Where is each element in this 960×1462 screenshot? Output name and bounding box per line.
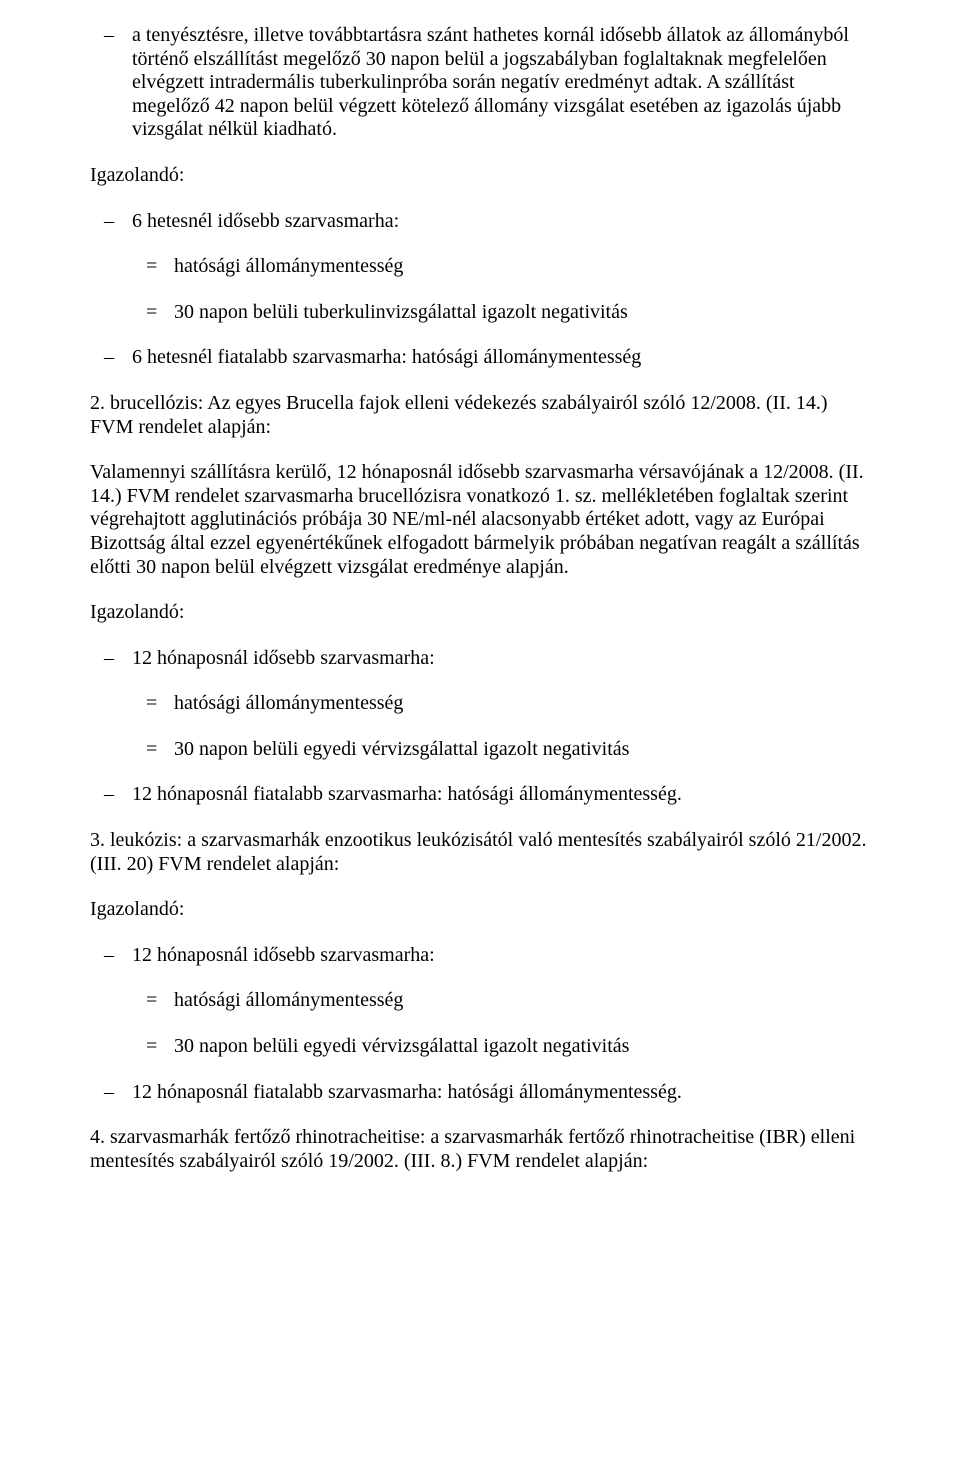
section2-eq1: hatósági állománymentesség (132, 692, 870, 716)
section3-item-12mo-younger: 12 hónaposnál fiatalabb szarvasmarha: ha… (90, 1081, 870, 1105)
section2-para1: Valamennyi szállításra kerülő, 12 hónapo… (90, 461, 870, 579)
section3-eq1: hatósági állománymentesség (132, 989, 870, 1013)
section2-12mo-older-text: 12 hónaposnál idősebb szarvasmarha: (132, 647, 435, 669)
section3-12mo-older-text: 12 hónaposnál idősebb szarvasmarha: (132, 944, 435, 966)
section2-item-12mo-younger: 12 hónaposnál fiatalabb szarvasmarha: ha… (90, 783, 870, 807)
section1-eq2: 30 napon belüli tuberkulinvizsgálattal i… (132, 301, 870, 325)
section3-12mo-younger-text: 12 hónaposnál fiatalabb szarvasmarha: ha… (132, 1081, 682, 1103)
section3-eq1-text: hatósági állománymentesség (174, 989, 403, 1011)
section2-item-12mo-older: 12 hónaposnál idősebb szarvasmarha: ható… (90, 647, 870, 762)
section2-igazolando: Igazolandó: (90, 601, 870, 625)
section3-list: 12 hónaposnál idősebb szarvasmarha: ható… (90, 944, 870, 1104)
section1-eq1: hatósági állománymentesség (132, 255, 870, 279)
section1-list: a tenyésztésre, illetve továbbtartásra s… (90, 24, 870, 142)
section1-eq1-text: hatósági állománymentesség (174, 255, 403, 277)
section2-title: 2. brucellózis: Az egyes Brucella fajok … (90, 392, 870, 439)
section1-6weeks-younger-text: 6 hetesnél fiatalabb szarvasmarha: hatós… (132, 346, 641, 368)
section1-eq2-text: 30 napon belüli tuberkulinvizsgálattal i… (174, 301, 628, 323)
section1-eq-list: hatósági állománymentesség 30 napon belü… (132, 255, 870, 324)
section1-igazolando: Igazolandó: (90, 164, 870, 188)
section3-eq2: 30 napon belüli egyedi vérvizsgálattal i… (132, 1035, 870, 1059)
section2-eq2-text: 30 napon belüli egyedi vérvizsgálattal i… (174, 738, 629, 760)
section2-eq2: 30 napon belüli egyedi vérvizsgálattal i… (132, 738, 870, 762)
section1-intro-text: a tenyésztésre, illetve továbbtartásra s… (132, 24, 849, 140)
section2-eq-list: hatósági állománymentesség 30 napon belü… (132, 692, 870, 761)
section1-item-intro: a tenyésztésre, illetve továbbtartásra s… (90, 24, 870, 142)
section1-item-6weeks-younger: 6 hetesnél fiatalabb szarvasmarha: hatós… (90, 346, 870, 370)
section2-eq1-text: hatósági állománymentesség (174, 692, 403, 714)
section3-title: 3. leukózis: a szarvasmarhák enzootikus … (90, 829, 870, 876)
section2-12mo-younger-text: 12 hónaposnál fiatalabb szarvasmarha: ha… (132, 783, 682, 805)
section3-eq-list: hatósági állománymentesség 30 napon belü… (132, 989, 870, 1058)
section3-item-12mo-older: 12 hónaposnál idősebb szarvasmarha: ható… (90, 944, 870, 1059)
section4-title: 4. szarvasmarhák fertőző rhinotracheitis… (90, 1126, 870, 1173)
section1-6weeks-older-text: 6 hetesnél idősebb szarvasmarha: (132, 210, 399, 232)
section3-eq2-text: 30 napon belüli egyedi vérvizsgálattal i… (174, 1035, 629, 1057)
section1-item-6weeks-older: 6 hetesnél idősebb szarvasmarha: hatóság… (90, 210, 870, 325)
section1-list-2: 6 hetesnél idősebb szarvasmarha: hatóság… (90, 210, 870, 370)
section2-list: 12 hónaposnál idősebb szarvasmarha: ható… (90, 647, 870, 807)
section3-igazolando: Igazolandó: (90, 898, 870, 922)
